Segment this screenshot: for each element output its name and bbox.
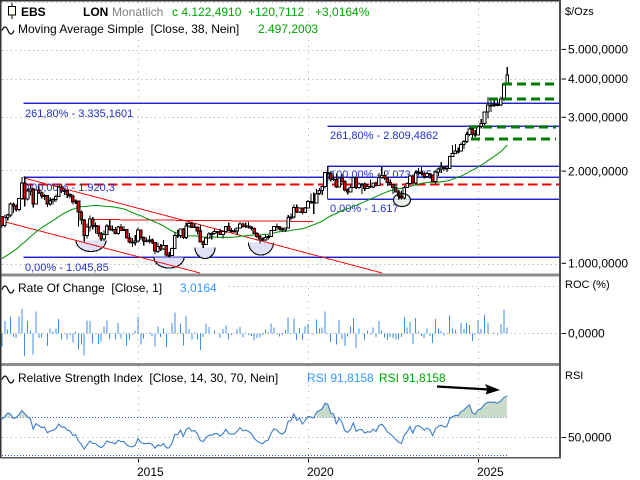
svg-text:3.000,0000: 3.000,0000 <box>568 111 628 125</box>
svg-text:1.000,0000: 1.000,0000 <box>568 257 628 271</box>
svg-text:2025: 2025 <box>477 465 504 479</box>
svg-text:LON: LON <box>83 5 108 19</box>
svg-text:+120,7112: +120,7112 <box>248 5 304 19</box>
svg-text:2.497,2003: 2.497,2003 <box>258 22 318 36</box>
svg-text:4.000,0000: 4.000,0000 <box>568 72 628 86</box>
svg-text:Moving Average Simple [Close,: Moving Average Simple [Close, 38, Nein] <box>18 22 239 36</box>
svg-text:5.000,0000: 5.000,0000 <box>568 43 628 57</box>
svg-text:3,0164: 3,0164 <box>180 281 217 295</box>
svg-text:c 4.122,4910: c 4.122,4910 <box>172 5 242 19</box>
svg-text:261,80% - 2.809,4862: 261,80% - 2.809,4862 <box>330 130 438 142</box>
svg-text:RSI 91,8158: RSI 91,8158 <box>379 371 446 385</box>
svg-text:Rate Of Change [Close, 1]: Rate Of Change [Close, 1] <box>18 281 162 295</box>
svg-text:Monatlich: Monatlich <box>112 5 163 19</box>
svg-text:+3,0164%: +3,0164% <box>315 5 370 19</box>
svg-text:0,00% - 1.617: 0,00% - 1.617 <box>330 203 399 215</box>
svg-text:2020: 2020 <box>307 465 334 479</box>
svg-text:EBS: EBS <box>21 5 46 19</box>
svg-text:2.000,0000: 2.000,0000 <box>568 164 628 178</box>
svg-text:$/Ozs: $/Ozs <box>565 6 594 18</box>
svg-text:Relative Strength Index [Clos: Relative Strength Index [Close, 14, 30, … <box>18 371 278 385</box>
svg-text:261,80% - 3.335,1601: 261,80% - 3.335,1601 <box>25 108 133 120</box>
svg-text:0,00% - 1.045,85: 0,00% - 1.045,85 <box>25 262 109 274</box>
svg-text:50,0000: 50,0000 <box>568 431 612 445</box>
svg-text:0,0000: 0,0000 <box>568 327 605 341</box>
svg-text:RSI 91,8158: RSI 91,8158 <box>307 371 374 385</box>
svg-text:RSI: RSI <box>565 370 583 382</box>
svg-text:ROC (%): ROC (%) <box>565 279 610 291</box>
svg-text:2015: 2015 <box>137 465 164 479</box>
svg-text:100,00% - 1.920,3: 100,00% - 1.920,3 <box>25 182 115 194</box>
